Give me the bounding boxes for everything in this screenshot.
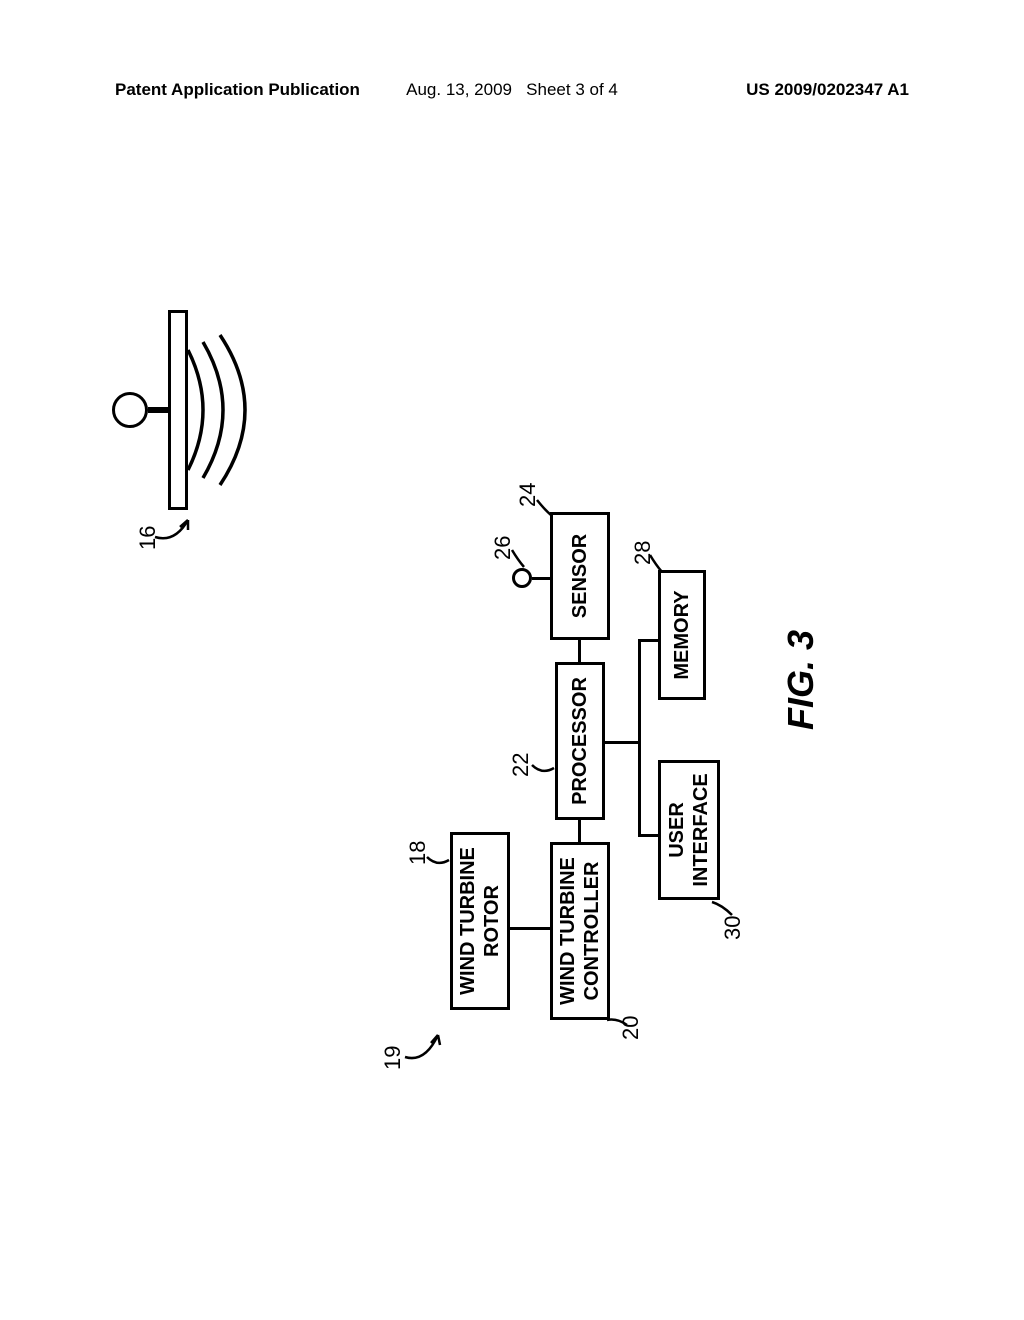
ref-30-lead <box>710 890 735 920</box>
ref-26-lead <box>510 542 530 570</box>
processor-box: PROCESSOR <box>555 662 605 820</box>
user-interface-box: USER INTERFACE <box>658 760 720 900</box>
satellite-sphere <box>112 392 148 428</box>
page-header: Patent Application Publication Aug. 13, … <box>0 0 1024 120</box>
figure-label: FIG. 3 <box>780 630 822 730</box>
connector-processor-down <box>605 741 640 744</box>
ref-22-lead <box>530 750 558 780</box>
ref-18-lead <box>425 842 453 872</box>
sensor-antenna-stem <box>532 577 550 580</box>
satellite-icon <box>140 310 290 510</box>
wind-turbine-controller-box: WIND TURBINE CONTROLLER <box>550 842 610 1020</box>
satellite-panel <box>168 310 188 510</box>
header-pub-number: US 2009/0202347 A1 <box>746 80 909 100</box>
wind-turbine-rotor-box: WIND TURBINE ROTOR <box>450 832 510 1010</box>
satellite-stem <box>148 407 170 413</box>
connector-to-ui <box>638 834 658 837</box>
sensor-box: SENSOR <box>550 512 610 640</box>
ref-24-lead <box>535 490 555 520</box>
connector-rotor-controller <box>510 927 550 930</box>
ref-19-arrow <box>400 1015 450 1065</box>
memory-box: MEMORY <box>658 570 706 700</box>
rotated-diagram: 16 19 WIND TURBINE ROTOR 18 WIND TURBINE… <box>160 240 860 1040</box>
connector-to-memory <box>638 639 658 642</box>
connector-down-horiz <box>638 639 641 837</box>
signal-waves-icon <box>188 330 278 490</box>
connector-controller-processor <box>578 820 581 842</box>
diagram: 16 19 WIND TURBINE ROTOR 18 WIND TURBINE… <box>0 140 1024 1240</box>
header-date-sheet: Aug. 13, 2009 Sheet 3 of 4 <box>406 80 618 100</box>
header-date: Aug. 13, 2009 <box>406 80 512 99</box>
ref-20-lead <box>605 1000 630 1030</box>
header-publication: Patent Application Publication <box>115 80 360 100</box>
sensor-antenna-icon <box>512 568 532 588</box>
ref-16-arrow <box>150 505 200 545</box>
connector-processor-sensor <box>578 640 581 662</box>
ref-28-lead <box>648 547 668 575</box>
header-sheet: Sheet 3 of 4 <box>526 80 618 99</box>
